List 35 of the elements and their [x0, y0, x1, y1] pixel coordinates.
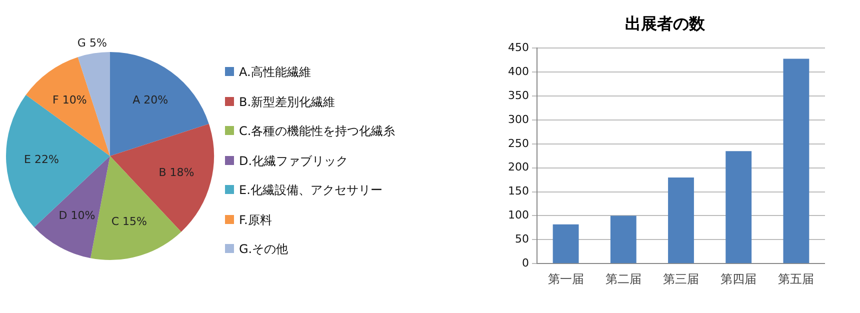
y-tick-label: 450 — [508, 41, 529, 54]
y-tick-label: 400 — [508, 64, 529, 78]
data-label: C 15% — [111, 214, 147, 228]
legend-label: D.化繊ファブリック — [239, 154, 348, 168]
y-tick-label: 0 — [522, 256, 529, 270]
bar — [552, 224, 579, 264]
legend-label: B.新型差別化繊維 — [239, 94, 336, 108]
bar — [610, 216, 636, 264]
x-tick-label: 第二届 — [605, 272, 642, 286]
y-tick-label: 150 — [508, 184, 529, 198]
y-tick-label: 250 — [508, 136, 529, 150]
bar — [668, 177, 694, 264]
y-tick-label: 100 — [508, 208, 529, 222]
data-label: E 22% — [24, 153, 59, 166]
data-label: B 18% — [158, 166, 194, 179]
legend-label: A.高性能繊維 — [239, 65, 311, 79]
data-label: A 20% — [132, 93, 168, 106]
x-tick-label: 第四届 — [720, 272, 757, 286]
y-tick-label: 300 — [508, 112, 529, 126]
y-tick-label: 350 — [508, 88, 529, 102]
y-tick-label: 50 — [514, 232, 529, 246]
y-tick-label: 200 — [508, 160, 529, 174]
x-tick-label: 第一届 — [548, 272, 584, 286]
bar — [783, 58, 810, 264]
data-label: D 10% — [58, 209, 96, 222]
x-tick-label: 第三届 — [663, 272, 699, 286]
legend-label: G.その他 — [239, 242, 288, 256]
bar — [726, 151, 752, 264]
chart-title: 出展者の数 — [625, 14, 706, 33]
data-label: F 10% — [52, 93, 87, 106]
legend-label: F.原料 — [239, 212, 272, 226]
legend-label: E.化繊設備、アクセサリー — [239, 183, 382, 197]
data-label: G 5% — [77, 36, 107, 50]
x-tick-label: 第五届 — [778, 272, 814, 286]
legend-label: C.各種の機能性を持つ化繊糸 — [239, 124, 396, 138]
